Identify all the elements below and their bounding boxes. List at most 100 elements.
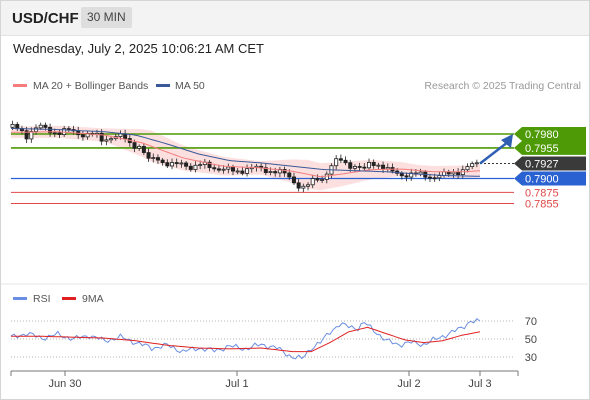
candle-body [184,162,189,167]
candle-body [230,166,235,172]
candle-body [193,164,198,170]
level-label-0.7855: 0.7855 [525,199,559,211]
level-tag-0.7955 [514,140,586,155]
candle-body [273,171,278,174]
candle-body [212,167,217,170]
ma20-legend-label: MA 20 + Bollinger Bands [33,80,149,92]
candle-body [348,162,353,169]
candle-body [43,124,48,128]
candle-body [141,146,146,153]
candle-body [362,166,367,169]
candle-body [198,164,203,166]
candle-body [226,166,231,170]
candle-body [62,128,67,135]
candle-body [235,170,240,173]
candle-body [324,173,329,180]
candle-body [381,164,386,170]
candle-body [216,168,221,171]
candle-body [371,161,376,166]
candle-body [427,176,432,179]
candle-body [15,123,20,129]
candle-body [104,139,109,142]
candle-body [338,158,343,161]
candle-body [24,130,29,140]
candle-body [188,165,193,170]
candle-body [170,162,175,167]
candle-body [409,172,414,178]
candle-body [155,157,160,161]
timeframe-badge[interactable]: 30 MIN [81,7,132,28]
candle-body [432,177,437,180]
candle-body [301,185,306,189]
candle-body [315,178,320,181]
candle-body [85,132,90,138]
candle-body [207,161,212,169]
candle-body [268,171,273,173]
level-label-0.7955: 0.7955 [525,143,559,155]
level-tag-0.7980 [514,127,586,141]
rsi-legend-label: RSI [33,293,51,305]
x-label-Jul-3: Jul 3 [468,378,491,390]
candle-body [48,126,53,134]
candle-body [470,163,475,167]
candle-body [263,167,268,173]
candle-body [109,138,114,141]
candle-body [399,172,404,177]
candle-body [404,175,409,178]
candle-body [291,176,296,184]
candle-body [52,132,57,135]
symbol-title: USD/CHF [12,10,79,27]
ma50-legend-swatch [156,84,170,87]
candle-body [367,161,372,169]
candle-body [296,182,301,189]
candle-body [10,123,15,128]
candle-body [99,132,104,142]
x-label-Jul-1: Jul 1 [225,378,248,390]
rsi-tick-70: 70 [525,316,537,328]
ma50-line [10,127,481,177]
level-label-0.7875: 0.7875 [525,187,559,199]
level-label-0.7900: 0.7900 [525,173,559,185]
x-label-Jun-30: Jun 30 [48,378,81,390]
candle-body [160,159,165,164]
candle-body [343,159,348,164]
candle-body [146,152,151,159]
forecast-arrow-shaft [479,141,509,165]
candle-body [437,175,442,179]
timestamp: Wednesday, July 2, 2025 10:06:21 AM CET [13,41,264,56]
rsi-ma-line [11,326,481,353]
candle-body [320,179,325,181]
rsi-ma-legend-swatch [62,297,76,300]
candle-body [465,166,470,171]
candle-body [118,133,123,137]
rsi-ma-legend-label: 9MA [82,293,104,305]
candle-body [376,164,381,167]
candle-body [385,167,390,170]
candle-body [474,162,479,165]
candle-body [456,171,461,176]
candle-body [80,134,85,138]
candle-body [38,124,43,129]
forecast-arrow-head [501,134,513,148]
level-label-0.7927: 0.7927 [525,158,559,170]
rsi-legend-swatch [13,297,27,300]
candle-body [306,184,311,187]
candle-body [57,132,62,135]
candle-body [174,162,179,165]
candle-body [240,170,245,174]
credit-text: Research © 2025 Trading Central [424,80,581,92]
candle-body [34,127,39,132]
candle-body [357,166,362,168]
level-label-0.7980: 0.7980 [525,129,559,141]
candle-body [137,146,142,149]
candle-body [334,158,339,167]
ma50-legend-label: MA 50 [175,80,205,92]
ma20-line [11,131,481,178]
level-tag-0.7927 [514,156,586,171]
candle-body [165,162,170,167]
candle-body [352,166,357,169]
candle-body [66,128,71,131]
rsi-tick-50: 50 [525,334,537,346]
candle-body [179,162,184,165]
candles [10,120,479,193]
